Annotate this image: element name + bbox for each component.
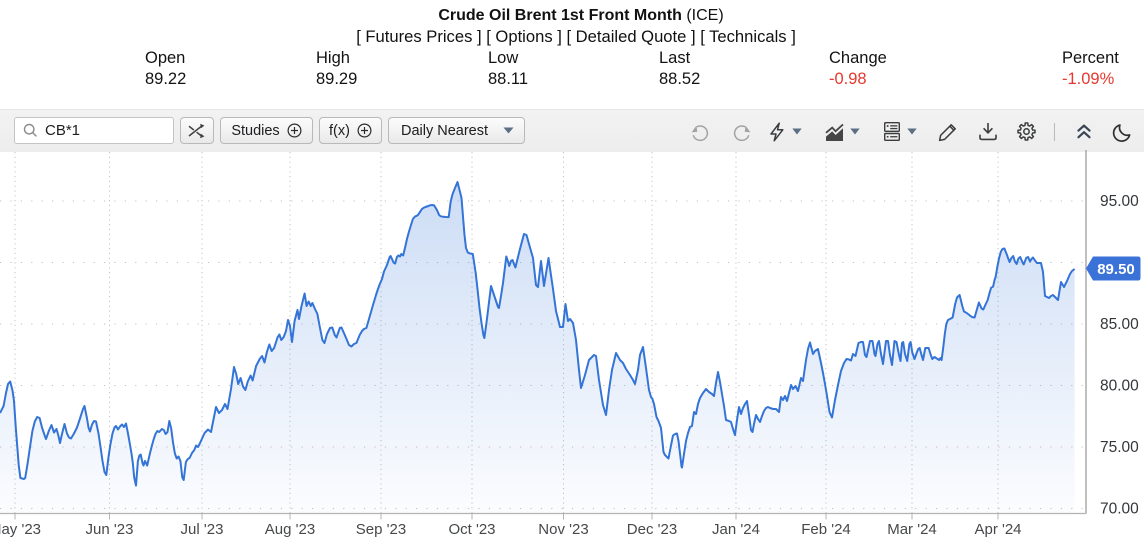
- svg-text:95.00: 95.00: [1100, 193, 1139, 210]
- svg-text:Oct '23: Oct '23: [448, 521, 495, 538]
- svg-text:85.00: 85.00: [1100, 316, 1139, 333]
- svg-text:80.00: 80.00: [1100, 378, 1139, 395]
- svg-text:May '23: May '23: [0, 521, 41, 538]
- svg-text:Feb '24: Feb '24: [801, 521, 851, 538]
- svg-text:70.00: 70.00: [1100, 501, 1139, 518]
- svg-text:Nov '23: Nov '23: [538, 521, 588, 538]
- svg-text:Jan '24: Jan '24: [712, 521, 760, 538]
- svg-text:Aug '23: Aug '23: [265, 521, 315, 538]
- svg-text:Jun '23: Jun '23: [86, 521, 134, 538]
- svg-text:75.00: 75.00: [1100, 439, 1139, 456]
- svg-text:Dec '23: Dec '23: [627, 521, 677, 538]
- svg-text:Mar '24: Mar '24: [887, 521, 937, 538]
- svg-text:Jul '23: Jul '23: [181, 521, 224, 538]
- svg-text:Sep '23: Sep '23: [356, 521, 406, 538]
- svg-text:89.50: 89.50: [1097, 261, 1135, 278]
- svg-text:Apr '24: Apr '24: [974, 521, 1021, 538]
